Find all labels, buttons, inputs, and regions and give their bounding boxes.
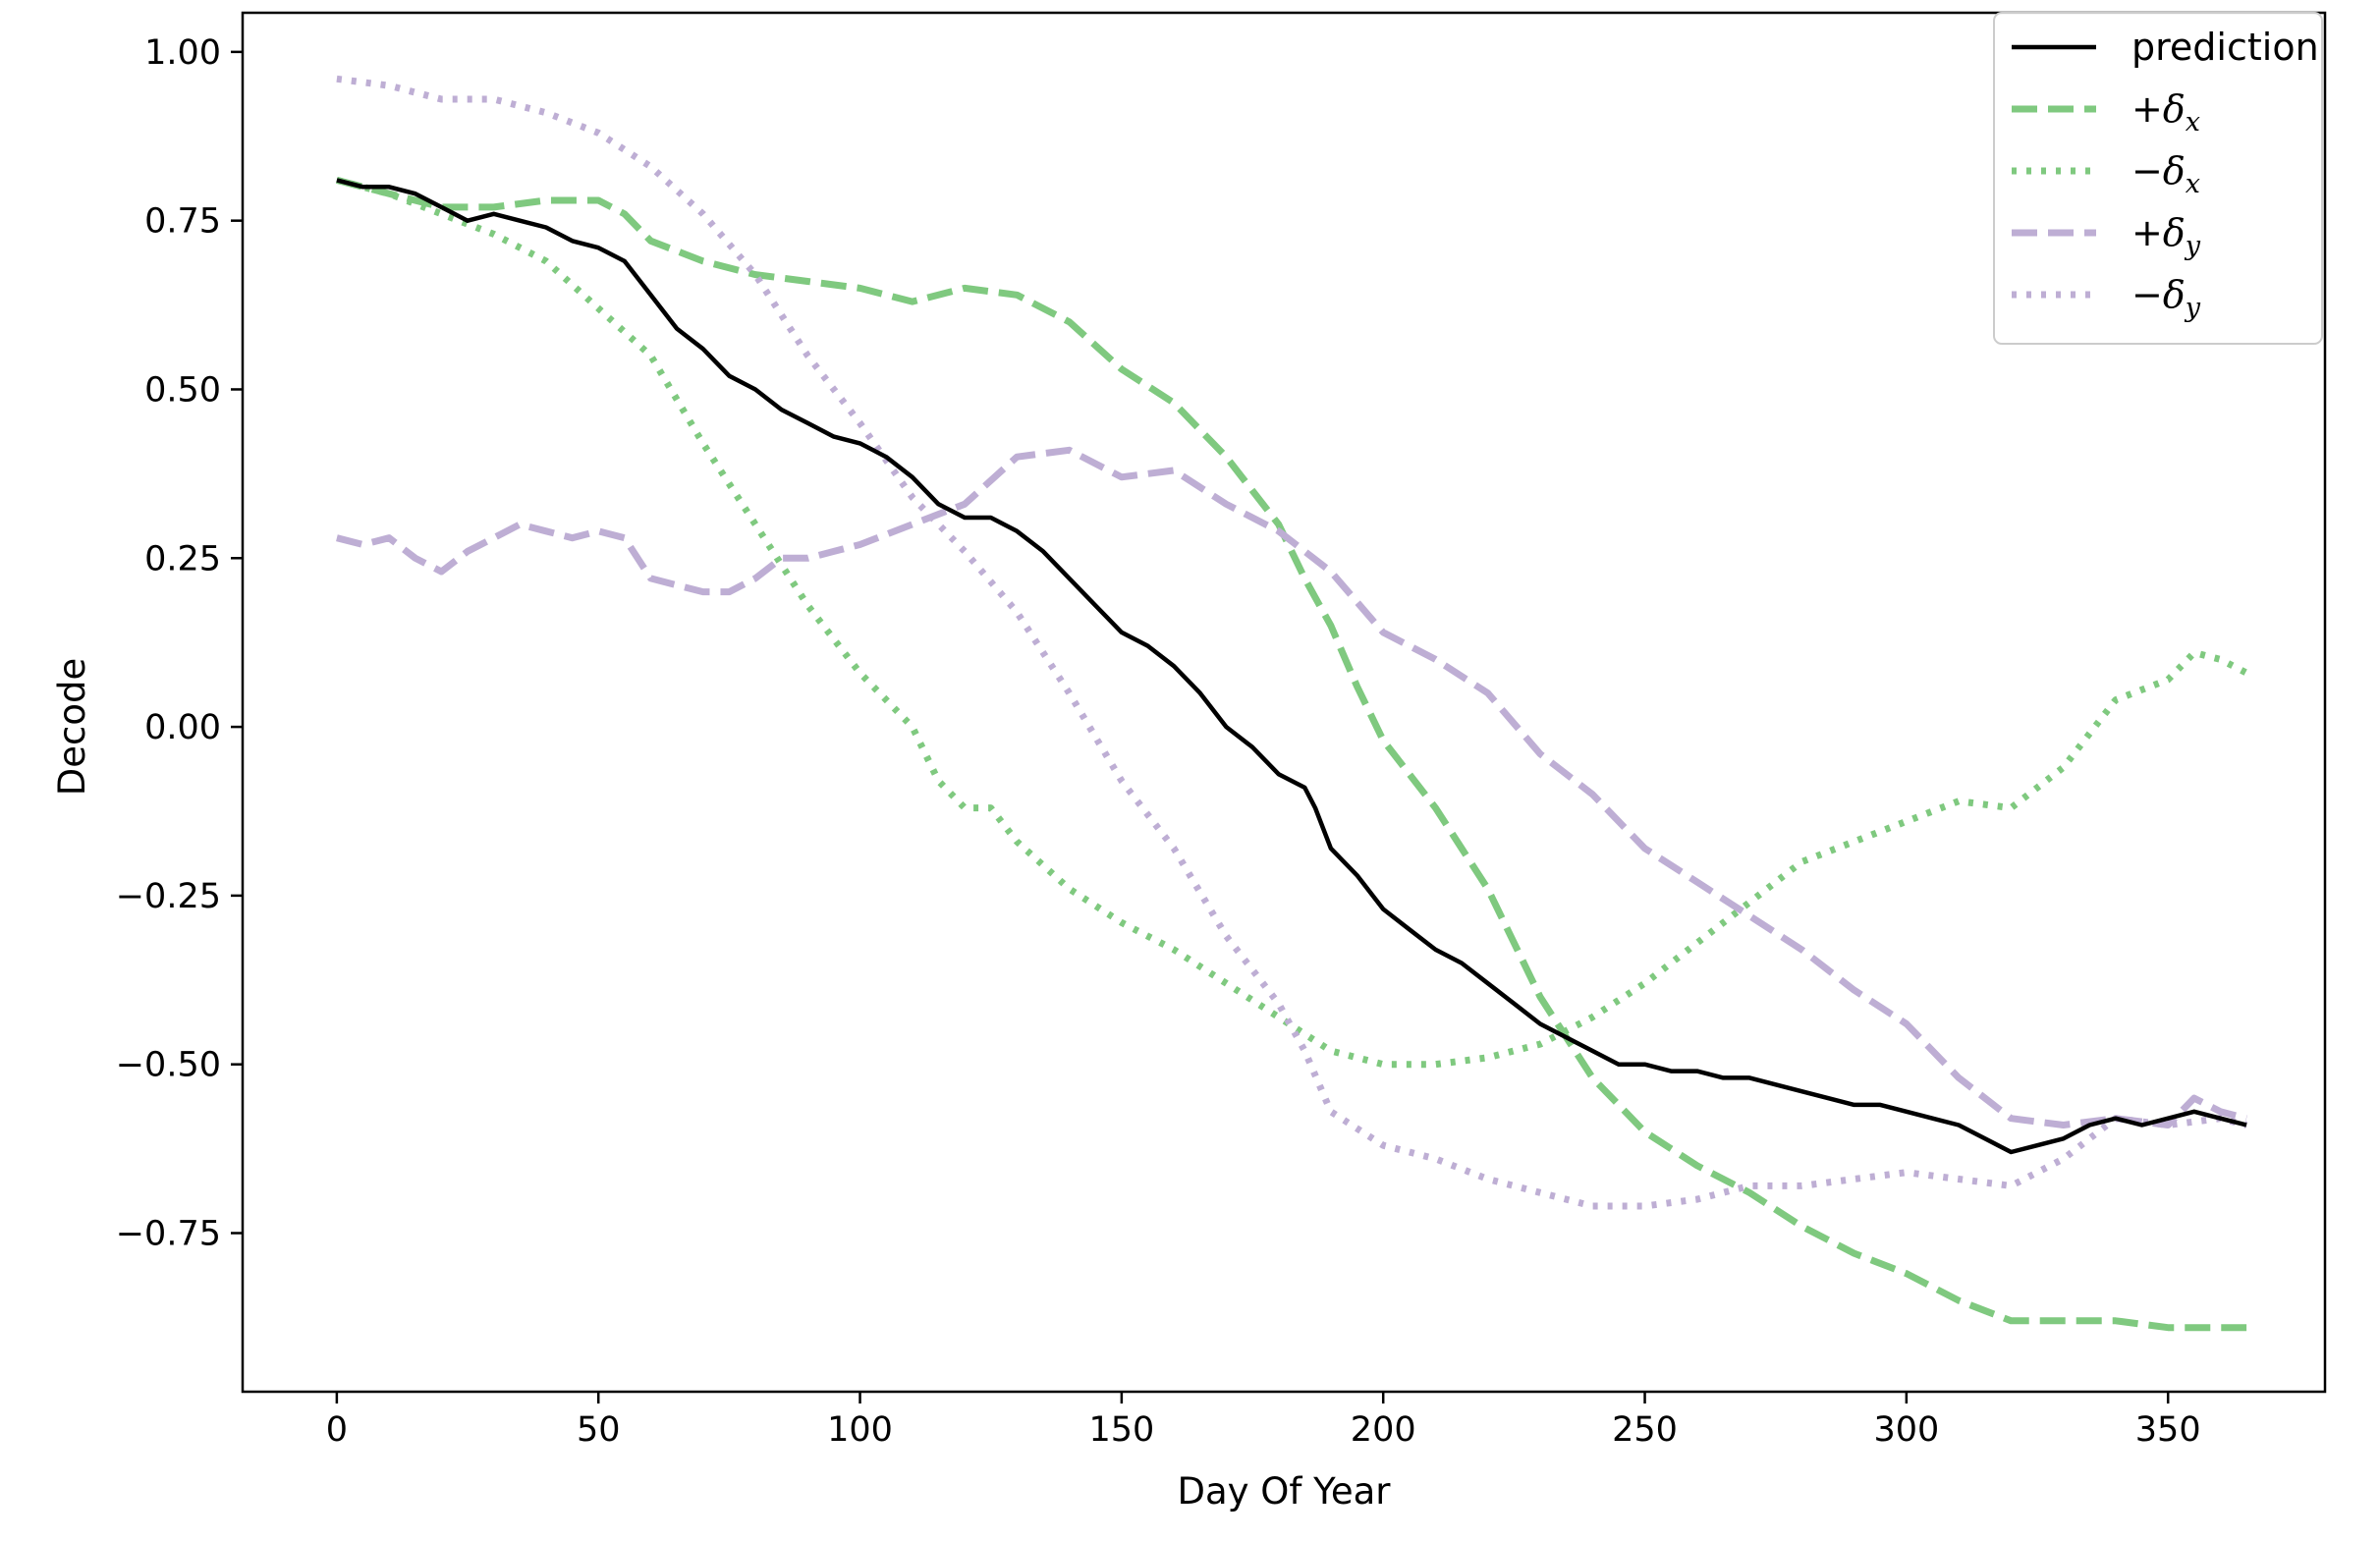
y-tick-label: −0.25	[116, 877, 221, 916]
series-line-1	[336, 177, 2247, 1332]
series-line-3	[336, 446, 2247, 1128]
series-line-0	[336, 178, 2247, 1155]
y-tick-label: −0.75	[116, 1215, 221, 1254]
legend-label-1: +δx	[2131, 87, 2200, 138]
legend-label-0: prediction	[2131, 26, 2319, 69]
y-tick-label: 0.75	[144, 202, 221, 242]
series-layer	[336, 75, 2248, 1332]
x-axis-label: Day Of Year	[1177, 1470, 1391, 1513]
y-tick-label: −0.50	[116, 1046, 221, 1085]
x-tick-label: 300	[1873, 1410, 1939, 1450]
legend: prediction +δx −δx +δy −δy	[1993, 12, 2323, 345]
y-tick-label: 0.00	[144, 708, 221, 747]
x-tick-label: 150	[1088, 1410, 1154, 1450]
x-tick-label: 200	[1351, 1410, 1416, 1450]
x-tick-label: 50	[577, 1410, 621, 1450]
legend-label-4: −δy	[2131, 273, 2201, 323]
y-tick-label: 0.25	[144, 539, 221, 578]
x-tick-label: 0	[326, 1410, 348, 1450]
y-tick-label: 0.50	[144, 370, 221, 410]
legend-label-2: −δx	[2131, 149, 2200, 199]
x-tick-label: 250	[1612, 1410, 1678, 1450]
series-line-4	[336, 75, 2247, 1210]
ticks-layer: 0 50 100 150 200 250 300 350 1.00 0.75 0.50 0.25 0.0…	[116, 33, 2201, 1450]
legend-label-3: +δy	[2131, 211, 2201, 261]
y-axis-label: Decode	[51, 658, 93, 796]
y-tick-label: 1.00	[144, 33, 221, 73]
plot-frame	[241, 11, 2327, 1394]
x-tick-label: 100	[827, 1410, 893, 1450]
legend-frame	[1993, 12, 2323, 345]
x-tick-label: 350	[2135, 1410, 2201, 1450]
